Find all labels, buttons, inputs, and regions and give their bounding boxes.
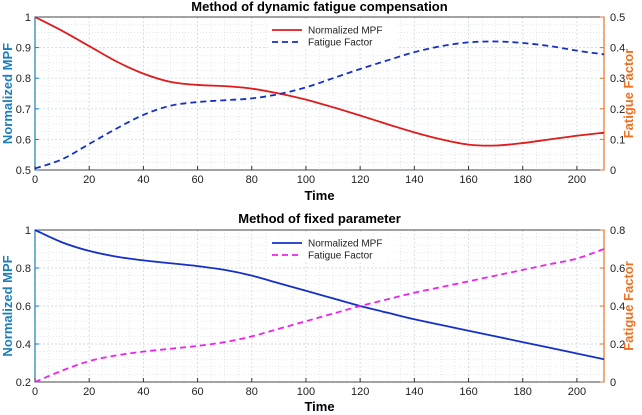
x-tick-label: 40	[137, 386, 149, 398]
y-right-tick-label: 0.4	[610, 43, 625, 55]
series-line-1	[34, 16, 605, 147]
series-line-2	[34, 248, 605, 383]
chart-title: Method of dynamic fatigue compensation	[191, 0, 447, 14]
x-axis-label: Time	[304, 399, 334, 414]
x-tick-label: 160	[459, 386, 477, 398]
y-left-tick-label: 0.2	[16, 377, 31, 389]
y-right-tick-label: 0.8	[610, 225, 625, 237]
legend-label: Fatigue Factor	[308, 251, 373, 262]
x-tick-label: 140	[405, 386, 423, 398]
x-tick-label: 20	[83, 386, 95, 398]
chart-1: 0 20 40 60 80 100 120 140 160 180 200 0.5 0.6 0.7 0.8 0…	[0, 0, 636, 203]
y-right-tick-label: 0.1	[610, 134, 625, 146]
x-tick-label: 40	[137, 174, 149, 186]
x-tick-label: 180	[514, 386, 532, 398]
x-tick-label: 20	[83, 174, 95, 186]
chart-title: Method of fixed parameter	[238, 211, 401, 226]
series-line-2	[34, 40, 605, 170]
x-tick-label: 60	[191, 174, 203, 186]
legend-label: Normalized MPF	[308, 239, 382, 250]
y-left-tick-label: 0.7	[16, 104, 31, 116]
x-tick-label: 160	[459, 174, 477, 186]
y-right-tick-label: 0	[610, 165, 616, 177]
y-left-tick-label: 0.4	[16, 339, 31, 351]
legend-label: Fatigue Factor	[308, 38, 373, 49]
y-right-axis-label: Fatigue Factor	[621, 49, 636, 139]
y-left-axis-label: Normalized MPF	[0, 255, 15, 356]
y-right-tick-label: 0.4	[610, 301, 625, 313]
x-tick-label: 80	[246, 174, 258, 186]
y-left-tick-label: 0.8	[16, 73, 31, 85]
legend-box	[268, 234, 398, 262]
legend-label: Normalized MPF	[308, 26, 382, 37]
y-right-tick-label: 0.6	[610, 263, 625, 275]
x-tick-label: 80	[246, 386, 258, 398]
y-right-tick-label: 0	[610, 377, 616, 389]
y-left-tick-label: 1	[25, 12, 31, 24]
y-right-tick-label: 0.2	[610, 339, 625, 351]
y-left-tick-label: 1	[25, 225, 31, 237]
x-tick-label: 100	[297, 174, 315, 186]
x-tick-label: 140	[405, 174, 423, 186]
y-left-tick-label: 0.6	[16, 134, 31, 146]
x-tick-label: 60	[191, 386, 203, 398]
y-left-tick-label: 0.5	[16, 165, 31, 177]
y-right-tick-label: 0.5	[610, 12, 625, 24]
y-left-tick-label: 0.6	[16, 301, 31, 313]
x-tick-label: 120	[351, 174, 369, 186]
x-tick-label: 0	[32, 386, 38, 398]
x-tick-label: 200	[568, 174, 586, 186]
y-right-axis-label: Fatigue Factor	[621, 261, 636, 351]
y-left-tick-label: 0.9	[16, 43, 31, 55]
x-tick-label: 120	[351, 386, 369, 398]
y-right-tick-label: 0.2	[610, 104, 625, 116]
x-tick-label: 0	[32, 174, 38, 186]
x-tick-label: 100	[297, 386, 315, 398]
y-left-axis-label: Normalized MPF	[0, 43, 15, 144]
x-axis-label: Time	[304, 188, 334, 203]
legend-box	[268, 21, 398, 49]
y-left-tick-label: 0.8	[16, 263, 31, 275]
x-tick-label: 200	[568, 386, 586, 398]
series-line-1	[34, 229, 605, 361]
x-tick-label: 180	[514, 174, 532, 186]
chart-2: 0 20 40 60 80 100 120 140 160 180 200 0.2 0.4 0.6 0.8 1…	[0, 211, 636, 414]
y-right-tick-label: 0.3	[610, 73, 625, 85]
